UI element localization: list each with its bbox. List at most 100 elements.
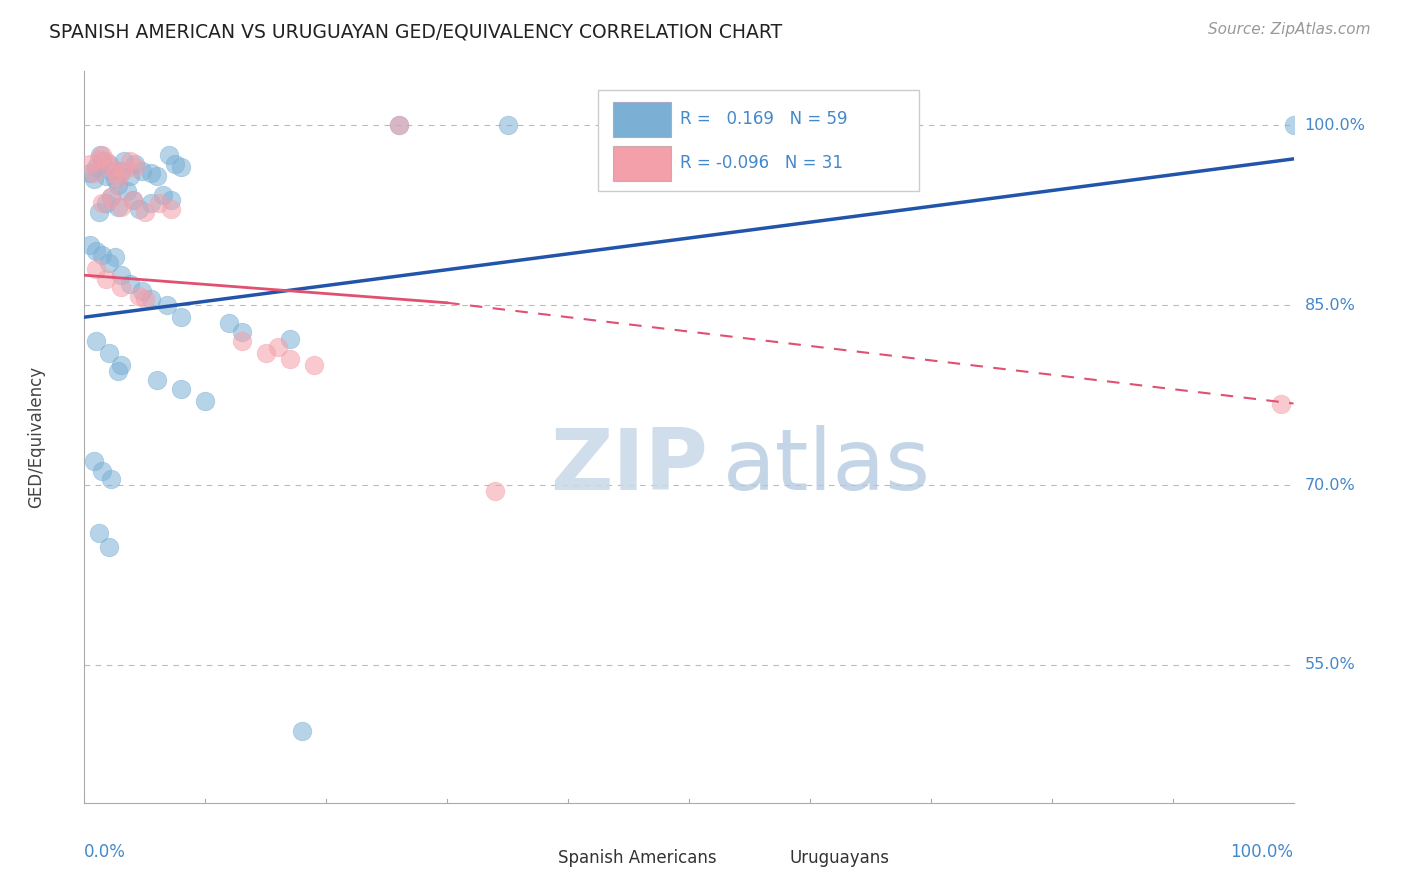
Point xyxy=(120,277,142,291)
Point xyxy=(278,352,301,367)
Point xyxy=(134,204,156,219)
Point xyxy=(91,464,114,478)
Point xyxy=(121,193,143,207)
Point xyxy=(170,310,193,325)
Point xyxy=(267,340,290,354)
Point xyxy=(100,161,122,175)
Point xyxy=(157,148,180,162)
Text: 0.0%: 0.0% xyxy=(84,843,127,861)
Point xyxy=(79,157,101,171)
Point xyxy=(131,164,153,178)
Point xyxy=(148,196,170,211)
Point xyxy=(110,164,132,178)
Point xyxy=(496,118,519,132)
Point xyxy=(107,364,129,378)
Point xyxy=(100,164,122,178)
Text: R =   0.169   N = 59: R = 0.169 N = 59 xyxy=(681,110,848,128)
Point xyxy=(302,358,325,372)
Point xyxy=(83,454,105,468)
Point xyxy=(1270,396,1292,410)
Text: Source: ZipAtlas.com: Source: ZipAtlas.com xyxy=(1208,22,1371,37)
Point xyxy=(104,166,127,180)
Point xyxy=(1282,118,1305,132)
Point xyxy=(254,346,277,360)
Point xyxy=(91,148,114,162)
Point xyxy=(94,169,117,183)
Text: Uruguayans: Uruguayans xyxy=(789,848,890,867)
Point xyxy=(165,157,187,171)
Point xyxy=(100,472,122,486)
FancyBboxPatch shape xyxy=(613,146,671,181)
Point xyxy=(104,250,127,264)
Point xyxy=(79,238,101,252)
Point xyxy=(94,196,117,211)
Point xyxy=(155,298,177,312)
Point xyxy=(146,372,169,386)
FancyBboxPatch shape xyxy=(513,846,550,871)
Point xyxy=(110,200,132,214)
Point xyxy=(115,184,138,198)
Point xyxy=(388,118,411,132)
Point xyxy=(83,166,105,180)
Text: 100.0%: 100.0% xyxy=(1305,118,1365,133)
Point xyxy=(97,256,120,270)
Point xyxy=(112,154,135,169)
Point xyxy=(100,190,122,204)
Point xyxy=(104,172,127,186)
Point xyxy=(89,148,111,162)
Point xyxy=(97,157,120,171)
Point xyxy=(97,541,120,555)
Point xyxy=(87,526,110,541)
Point xyxy=(231,325,253,339)
Point xyxy=(87,204,110,219)
FancyBboxPatch shape xyxy=(599,90,918,191)
Point xyxy=(107,178,129,193)
Point xyxy=(291,723,314,738)
Point xyxy=(194,394,217,409)
Point xyxy=(484,483,506,498)
Text: atlas: atlas xyxy=(723,425,931,508)
Point xyxy=(152,187,174,202)
Point xyxy=(128,288,150,302)
Text: R = -0.096   N = 31: R = -0.096 N = 31 xyxy=(681,153,844,172)
Text: 70.0%: 70.0% xyxy=(1305,477,1355,492)
Point xyxy=(218,316,240,330)
Text: 100.0%: 100.0% xyxy=(1230,843,1294,861)
Point xyxy=(94,154,117,169)
Point xyxy=(120,169,142,183)
Text: Spanish Americans: Spanish Americans xyxy=(558,848,717,867)
Point xyxy=(86,161,108,175)
Point xyxy=(170,382,193,396)
Point xyxy=(128,202,150,217)
Point xyxy=(124,157,146,171)
Text: 85.0%: 85.0% xyxy=(1305,298,1355,313)
Text: 55.0%: 55.0% xyxy=(1305,657,1355,673)
Point xyxy=(139,166,162,180)
Point xyxy=(91,154,114,169)
FancyBboxPatch shape xyxy=(613,102,671,137)
Point xyxy=(110,268,132,283)
Point xyxy=(91,196,114,211)
Point xyxy=(91,248,114,262)
Point xyxy=(139,196,162,211)
Point xyxy=(124,161,146,175)
Point xyxy=(160,193,183,207)
Point xyxy=(139,292,162,306)
Text: ZIP: ZIP xyxy=(550,425,707,508)
Point xyxy=(131,284,153,298)
Point xyxy=(120,154,142,169)
Text: SPANISH AMERICAN VS URUGUAYAN GED/EQUIVALENCY CORRELATION CHART: SPANISH AMERICAN VS URUGUAYAN GED/EQUIVA… xyxy=(49,22,783,41)
Point xyxy=(94,272,117,286)
Point xyxy=(107,200,129,214)
Point xyxy=(121,193,143,207)
Point xyxy=(170,161,193,175)
Text: GED/Equivalency: GED/Equivalency xyxy=(27,366,45,508)
Point xyxy=(100,190,122,204)
Point xyxy=(112,164,135,178)
Point xyxy=(134,292,156,306)
Point xyxy=(278,332,301,346)
Point xyxy=(160,202,183,217)
Point xyxy=(107,172,129,186)
Point xyxy=(86,262,108,277)
Point xyxy=(388,118,411,132)
